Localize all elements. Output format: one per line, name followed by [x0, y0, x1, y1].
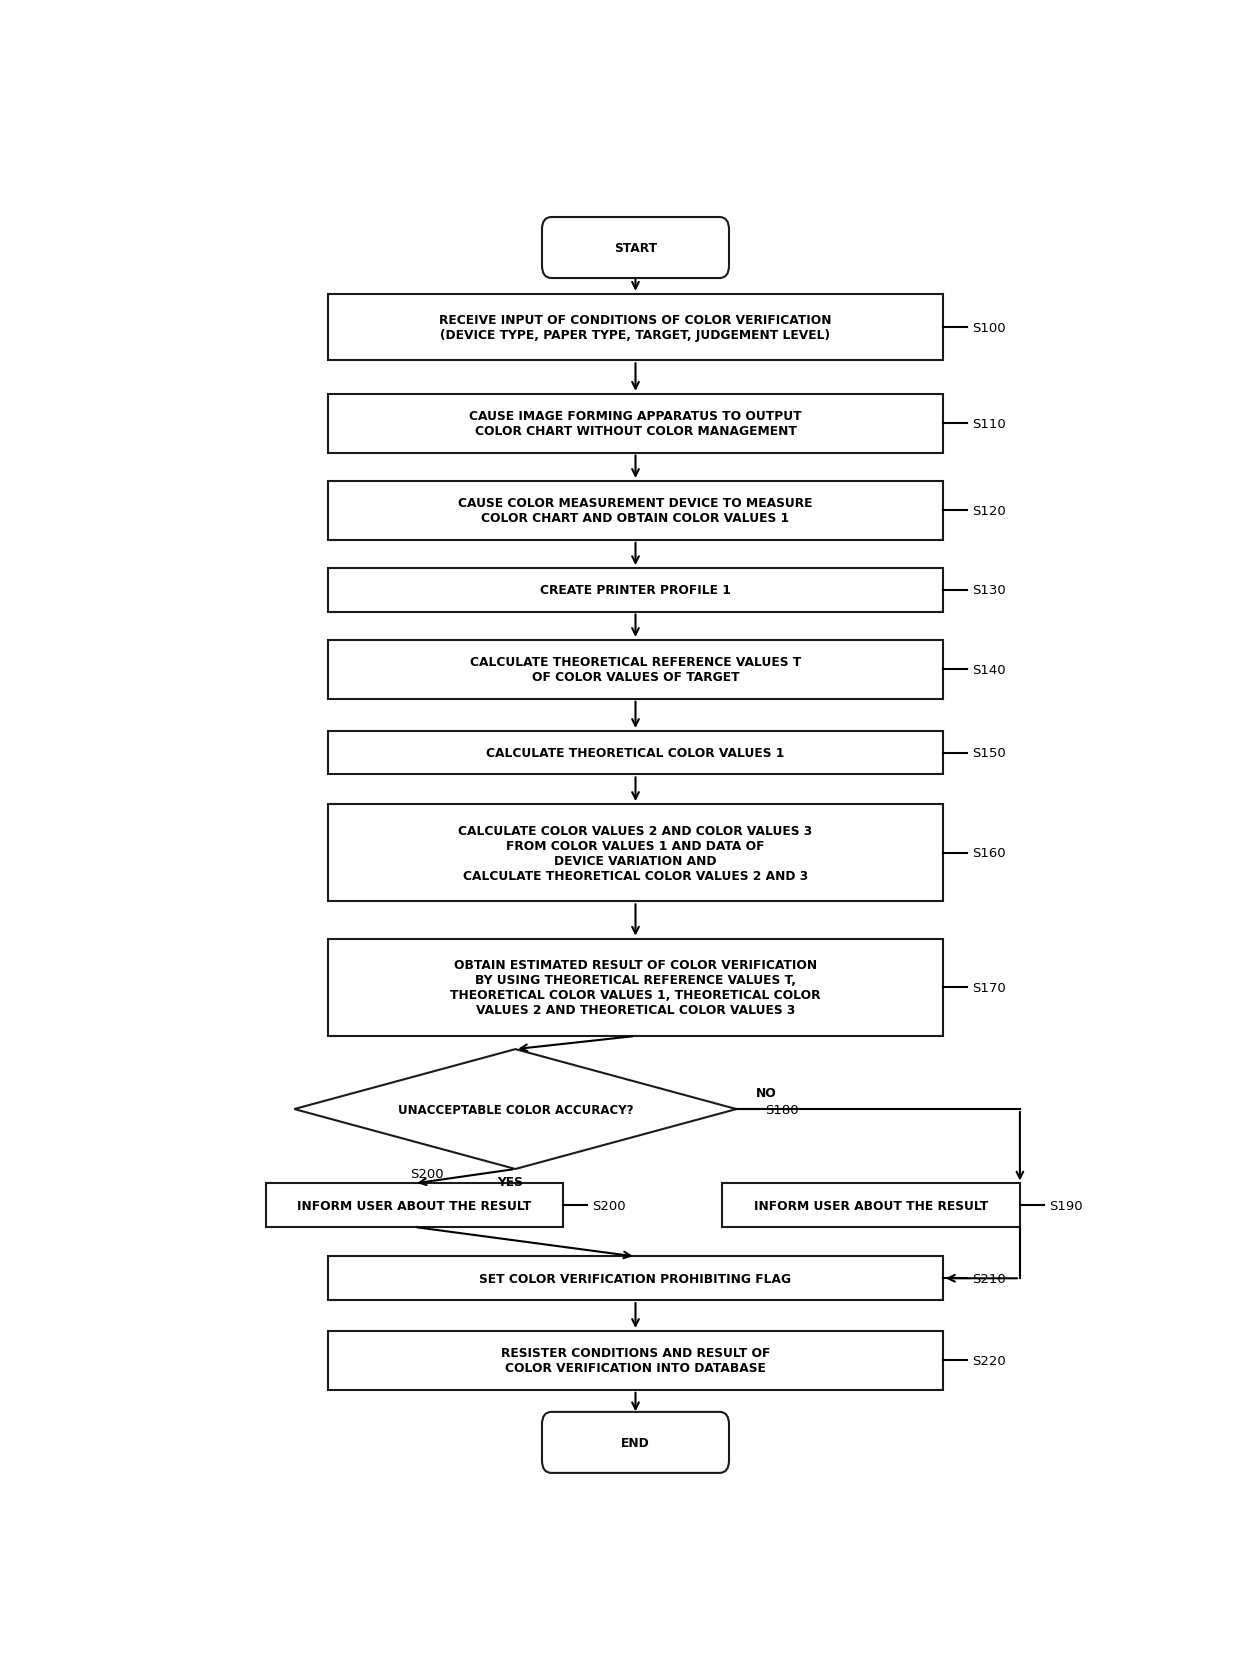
Bar [327, 938, 944, 1037]
Text: S190: S190 [1049, 1200, 1083, 1211]
Bar [327, 481, 944, 541]
Text: UNACCEPTABLE COLOR ACCURACY?: UNACCEPTABLE COLOR ACCURACY? [398, 1103, 634, 1117]
Text: S160: S160 [972, 847, 1006, 860]
Text: S210: S210 [972, 1271, 1006, 1285]
Text: S170: S170 [972, 982, 1006, 993]
Text: END: END [621, 1436, 650, 1449]
Text: S110: S110 [972, 418, 1006, 431]
Text: CAUSE COLOR MEASUREMENT DEVICE TO MEASURE
COLOR CHART AND OBTAIN COLOR VALUES 1: CAUSE COLOR MEASUREMENT DEVICE TO MEASUR… [459, 498, 812, 526]
Text: OBTAIN ESTIMATED RESULT OF COLOR VERIFICATION
BY USING THEORETICAL REFERENCE VAL: OBTAIN ESTIMATED RESULT OF COLOR VERIFIC… [450, 958, 821, 1017]
Bar [327, 295, 944, 361]
Text: S100: S100 [972, 321, 1006, 334]
Text: CAUSE IMAGE FORMING APPARATUS TO OUTPUT
COLOR CHART WITHOUT COLOR MANAGEMENT: CAUSE IMAGE FORMING APPARATUS TO OUTPUT … [469, 409, 802, 438]
Text: NO: NO [755, 1087, 776, 1100]
Bar [327, 1256, 944, 1300]
Text: S130: S130 [972, 584, 1006, 597]
Text: S120: S120 [972, 504, 1006, 518]
Text: CREATE PRINTER PROFILE 1: CREATE PRINTER PROFILE 1 [541, 584, 730, 597]
Text: S150: S150 [972, 747, 1006, 760]
Bar [327, 394, 944, 453]
Text: RECEIVE INPUT OF CONDITIONS OF COLOR VERIFICATION
(DEVICE TYPE, PAPER TYPE, TARG: RECEIVE INPUT OF CONDITIONS OF COLOR VER… [439, 314, 832, 341]
Polygon shape [294, 1050, 737, 1170]
Text: CALCULATE COLOR VALUES 2 AND COLOR VALUES 3
FROM COLOR VALUES 1 AND DATA OF
DEVI: CALCULATE COLOR VALUES 2 AND COLOR VALUE… [459, 824, 812, 882]
Bar [327, 732, 944, 775]
Text: CALCULATE THEORETICAL COLOR VALUES 1: CALCULATE THEORETICAL COLOR VALUES 1 [486, 747, 785, 760]
Text: S220: S220 [972, 1354, 1006, 1368]
FancyBboxPatch shape [542, 1413, 729, 1473]
Text: YES: YES [497, 1176, 523, 1188]
Text: SET COLOR VERIFICATION PROHIBITING FLAG: SET COLOR VERIFICATION PROHIBITING FLAG [480, 1271, 791, 1285]
Bar [327, 804, 944, 902]
FancyBboxPatch shape [542, 218, 729, 280]
Bar [327, 1331, 944, 1389]
Text: S140: S140 [972, 664, 1006, 676]
Text: RESISTER CONDITIONS AND RESULT OF
COLOR VERIFICATION INTO DATABASE: RESISTER CONDITIONS AND RESULT OF COLOR … [501, 1346, 770, 1374]
Bar [327, 641, 944, 699]
Text: S180: S180 [765, 1103, 799, 1117]
Text: S200: S200 [409, 1166, 443, 1180]
Bar [722, 1183, 1019, 1228]
Text: S200: S200 [593, 1200, 626, 1211]
Text: INFORM USER ABOUT THE RESULT: INFORM USER ABOUT THE RESULT [754, 1200, 988, 1211]
Text: INFORM USER ABOUT THE RESULT: INFORM USER ABOUT THE RESULT [298, 1200, 532, 1211]
Bar [327, 569, 944, 612]
Bar [265, 1183, 563, 1228]
Text: CALCULATE THEORETICAL REFERENCE VALUES T
OF COLOR VALUES OF TARGET: CALCULATE THEORETICAL REFERENCE VALUES T… [470, 656, 801, 684]
Text: START: START [614, 241, 657, 255]
